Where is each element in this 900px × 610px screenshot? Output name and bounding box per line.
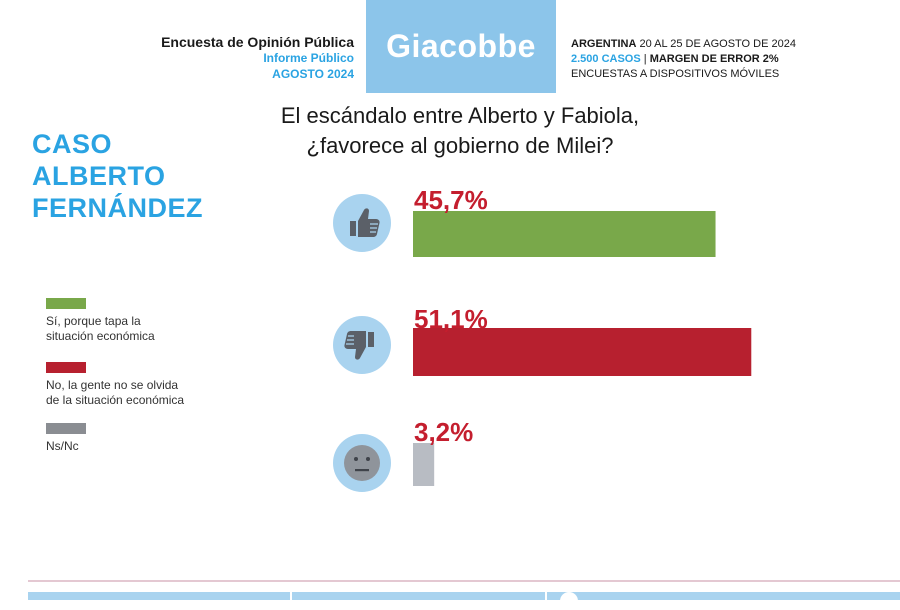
bar-nsnc	[413, 443, 435, 486]
legend-item-nsnc: Ns/Nc	[46, 423, 86, 454]
survey-header: Encuesta de Opinión Pública Informe Públ…	[161, 34, 354, 82]
legend-swatch-no	[46, 362, 86, 373]
report-date: AGOSTO 2024	[272, 67, 354, 81]
legend-label-no-2: de la situación económica	[46, 393, 185, 407]
footer-separator	[290, 592, 292, 600]
separator: |	[640, 53, 650, 65]
thumbs-up-icon	[333, 194, 391, 252]
side-title-line-3: FERNÁNDEZ	[32, 193, 203, 223]
legend-item-si: Sí, porque tapa la situación económica	[46, 298, 155, 344]
data-label-si: 45,7%	[414, 185, 488, 215]
side-title: CASO ALBERTO FERNÁNDEZ	[32, 128, 232, 224]
method: ENCUESTAS A DISPOSITIVOS MÓVILES	[571, 68, 780, 80]
footer-bar	[28, 592, 900, 600]
neutral-face-icon	[333, 434, 391, 492]
survey-details: ARGENTINA 20 AL 25 DE AGOSTO DE 2024 2.5…	[571, 37, 796, 82]
brand-logo: Giacobbe	[366, 0, 556, 93]
question-line-1: El escándalo entre Alberto y Fabiola,	[280, 103, 640, 128]
data-label-no: 51,1%	[414, 304, 488, 334]
legend-label-si-1: Sí, porque tapa la	[46, 314, 141, 328]
error-margin: MARGEN DE ERROR 2%	[649, 53, 779, 65]
side-title-line-2: ALBERTO	[32, 161, 166, 191]
footer-logo-circle	[560, 592, 578, 610]
report-type: Informe Público	[263, 51, 354, 65]
bar-no	[413, 328, 752, 376]
footer-divider	[28, 580, 900, 582]
legend-swatch-si	[46, 298, 86, 309]
legend-swatch-nsnc	[46, 423, 86, 434]
legend-label-nsnc: Ns/Nc	[46, 439, 79, 453]
question-title: El escándalo entre Alberto y Fabiola, ¿f…	[250, 101, 670, 161]
field-dates: 20 AL 25 DE AGOSTO DE 2024	[636, 38, 796, 50]
case-count: 2.500 CASOS	[571, 53, 641, 65]
side-title-line-1: CASO	[32, 129, 113, 159]
legend-label-si-2: situación económica	[46, 329, 155, 343]
country: ARGENTINA	[571, 38, 637, 50]
footer-separator	[545, 592, 547, 600]
bar-si	[413, 211, 716, 257]
legend-label-no-1: No, la gente no se olvida	[46, 378, 179, 392]
data-label-nsnc: 3,2%	[414, 417, 473, 447]
question-line-2: ¿favorece al gobierno de Milei?	[306, 133, 614, 158]
thumbs-down-icon	[333, 316, 391, 374]
survey-type: Encuesta de Opinión Pública	[161, 34, 354, 50]
legend-item-no: No, la gente no se olvida de la situació…	[46, 362, 184, 408]
